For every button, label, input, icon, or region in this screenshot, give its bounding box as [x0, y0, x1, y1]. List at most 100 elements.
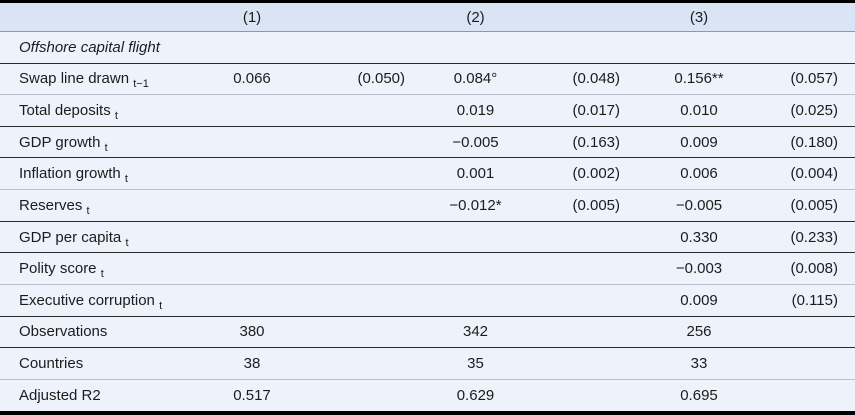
subscript: t−1 — [133, 78, 149, 91]
coef-cell: 0.009 — [647, 284, 751, 317]
row-label: GDP growth t — [0, 126, 200, 159]
empty-cell — [751, 316, 855, 349]
coef-cell: −0.005 — [425, 126, 526, 159]
stat-cell: 342 — [425, 316, 526, 349]
row-label: Total deposits t — [0, 94, 200, 127]
se-cell: (0.004) — [751, 157, 855, 191]
se-cell: (0.115) — [751, 284, 855, 317]
se-cell: (0.163) — [526, 126, 647, 159]
row-label: Polity score t — [0, 252, 200, 285]
stat-cell: 380 — [200, 316, 304, 349]
coef-cell — [200, 157, 304, 191]
se-cell: (0.057) — [751, 63, 855, 96]
se-cell: (0.048) — [526, 63, 647, 96]
row-label: Inflation growth t — [0, 157, 200, 191]
row-label: Adjusted R2 — [19, 386, 101, 404]
header-model-3: (3) — [647, 3, 751, 33]
se-cell: (0.180) — [751, 126, 855, 159]
se-cell — [304, 157, 425, 191]
coef-cell — [425, 284, 526, 317]
se-cell — [304, 252, 425, 285]
row-label: Swap line drawn t−1 — [0, 63, 200, 96]
table-row-total-deposits: Total deposits t 0.019 (0.017) 0.010 (0.… — [0, 94, 855, 127]
se-cell — [304, 284, 425, 317]
stat-cell: 0.695 — [680, 386, 718, 404]
subscript: t — [124, 173, 128, 186]
stat-cell: 0.629 — [456, 386, 495, 404]
empty-cell — [751, 379, 855, 411]
coef-cell: 0.010 — [647, 94, 751, 127]
empty-cell — [526, 379, 647, 411]
coef-cell — [425, 221, 526, 254]
row-label: Countries — [0, 347, 200, 380]
table-row-polity-score: Polity score t −0.003 (0.008) — [0, 252, 855, 285]
se-cell: (0.017) — [526, 94, 647, 127]
subscript: t — [104, 141, 108, 154]
coef-cell: −0.005 — [647, 189, 751, 222]
subscript: t — [114, 110, 118, 123]
table-row-adjusted-r2: Adjusted R2 0.517 0.629 0.695 — [0, 379, 855, 411]
se-cell: (0.005) — [526, 189, 647, 222]
coef-cell — [200, 189, 304, 222]
stat-cell: 0.517 — [233, 386, 271, 404]
row-label: Executive corruption t — [0, 284, 200, 317]
empty-cell — [304, 347, 425, 380]
table-row-gdp-growth: GDP growth t −0.005 (0.163) 0.009 (0.180… — [0, 126, 855, 159]
section-title: Offshore capital flight — [0, 31, 855, 64]
empty-cell — [304, 316, 425, 349]
se-cell: (0.002) — [526, 157, 647, 191]
empty-cell — [526, 347, 647, 380]
se-cell: (0.233) — [751, 221, 855, 254]
coef-cell — [200, 126, 304, 159]
se-cell — [526, 221, 647, 254]
se-cell — [526, 284, 647, 317]
empty-cell — [304, 379, 425, 411]
se-cell — [304, 221, 425, 254]
table-row-inflation-growth: Inflation growth t 0.001 (0.002) 0.006 (… — [0, 157, 855, 191]
empty-cell — [751, 347, 855, 380]
coef-cell: 0.330 — [647, 221, 751, 254]
header-model-1: (1) — [200, 3, 304, 33]
subscript: t — [159, 299, 163, 312]
table-row-countries: Countries 38 35 33 — [0, 347, 855, 380]
coef-cell: 0.019 — [425, 94, 526, 127]
coef-cell: −0.012* — [425, 189, 526, 222]
table-row-gdp-per-capita: GDP per capita t 0.330 (0.233) — [0, 221, 855, 254]
coef-cell — [200, 94, 304, 127]
coef-cell — [200, 221, 304, 254]
header-empty-cell — [0, 3, 200, 33]
header-spacer — [526, 3, 647, 33]
table-row-swap-line-drawn: Swap line drawn t−1 0.066 (0.050) 0.084°… — [0, 63, 855, 96]
stat-cell: 35 — [425, 347, 526, 380]
coef-cell — [200, 284, 304, 317]
coef-cell: 0.156** — [647, 63, 751, 96]
row-label: Observations — [0, 316, 200, 349]
se-cell — [304, 189, 425, 222]
subscript: t — [125, 236, 129, 249]
subscript: t — [100, 268, 104, 281]
results-table: (1) (2) (3) Offshore capital flight Swap… — [0, 3, 855, 411]
header-spacer — [304, 3, 425, 33]
stat-cell: 33 — [647, 347, 751, 380]
row-label: GDP per capita t — [0, 221, 200, 254]
se-cell: (0.050) — [304, 63, 425, 96]
header-model-2: (2) — [425, 3, 526, 33]
coef-cell: 0.006 — [647, 157, 751, 191]
coef-cell: −0.003 — [647, 252, 751, 285]
table-header-row: (1) (2) (3) — [0, 3, 855, 33]
se-cell — [526, 252, 647, 285]
section-row: Offshore capital flight — [0, 31, 855, 64]
empty-cell — [526, 316, 647, 349]
se-cell — [304, 126, 425, 159]
subscript: t — [86, 204, 90, 217]
table-row-reserves: Reserves t −0.012* (0.005) −0.005 (0.005… — [0, 189, 855, 222]
header-spacer — [751, 3, 855, 33]
table-row-executive-corruption: Executive corruption t 0.009 (0.115) — [0, 284, 855, 317]
coef-cell — [425, 252, 526, 285]
se-cell: (0.005) — [751, 189, 855, 222]
coef-cell: 0.084° — [425, 63, 526, 96]
se-cell — [304, 94, 425, 127]
table-row-observations: Observations 380 342 256 — [0, 316, 855, 349]
row-label: Reserves t — [0, 189, 200, 222]
